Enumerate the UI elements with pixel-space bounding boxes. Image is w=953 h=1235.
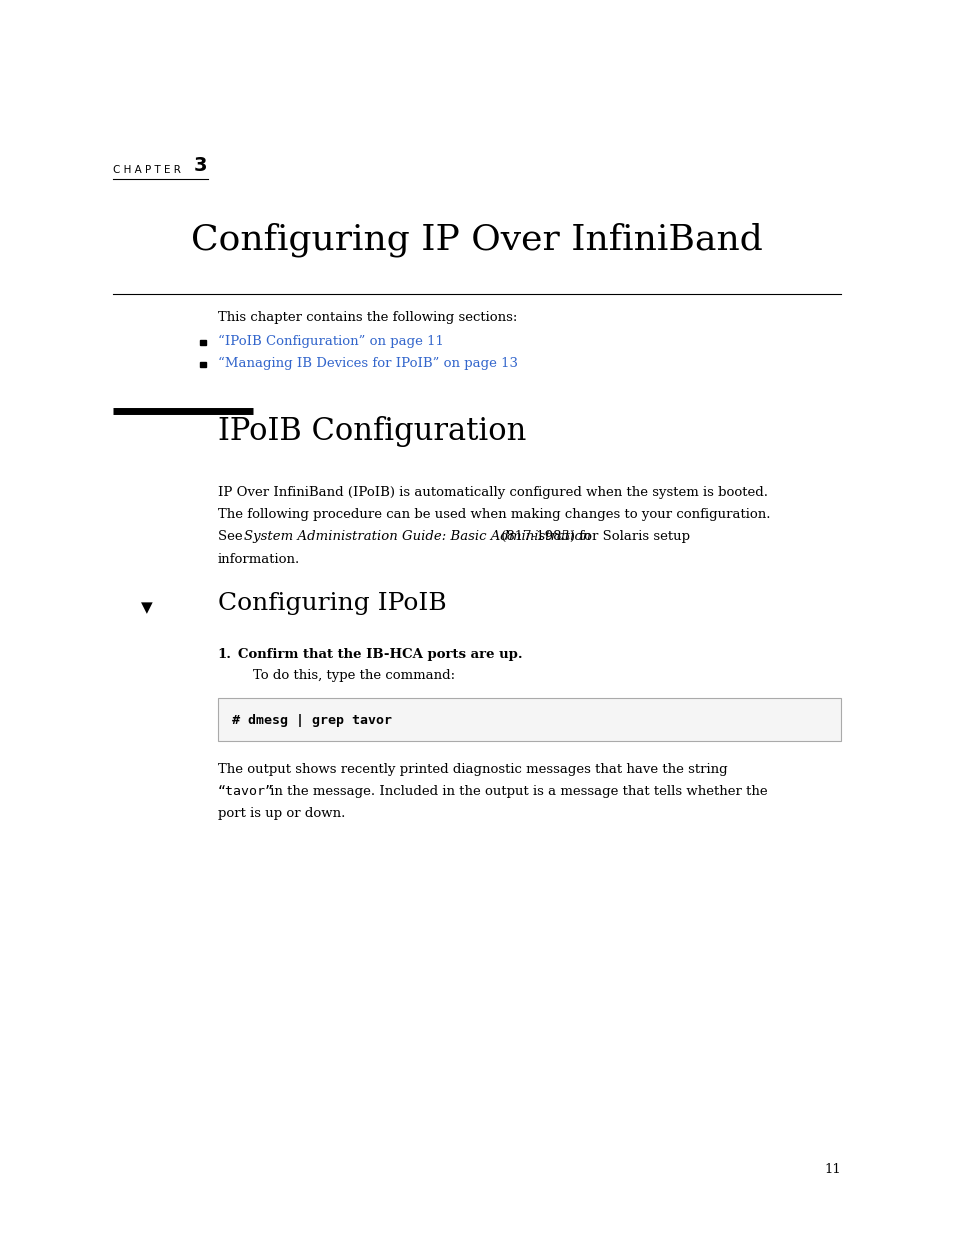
Text: Configuring IPoIB: Configuring IPoIB <box>217 592 446 615</box>
Text: This chapter contains the following sections:: This chapter contains the following sect… <box>217 310 517 324</box>
Text: 1.: 1. <box>217 647 232 661</box>
Text: # dmesg | grep tavor: # dmesg | grep tavor <box>232 714 392 727</box>
Text: IP Over InfiniBand (IPoIB) is automatically configured when the system is booted: IP Over InfiniBand (IPoIB) is automatica… <box>217 485 767 499</box>
Text: The following procedure can be used when making changes to your configuration.: The following procedure can be used when… <box>217 508 769 521</box>
Bar <box>200 362 206 367</box>
Text: 11: 11 <box>823 1162 841 1176</box>
Text: in the message. Included in the output is a message that tells whether the: in the message. Included in the output i… <box>266 784 767 798</box>
FancyBboxPatch shape <box>217 698 841 741</box>
Text: To do this, type the command:: To do this, type the command: <box>253 668 455 682</box>
Text: (817-1985) for Solaris setup: (817-1985) for Solaris setup <box>497 530 689 543</box>
Text: “tavor”: “tavor” <box>217 784 274 798</box>
Text: “Managing IB Devices for IPoIB” on page 13: “Managing IB Devices for IPoIB” on page … <box>217 357 517 370</box>
Text: IPoIB Configuration: IPoIB Configuration <box>217 416 525 447</box>
Text: information.: information. <box>217 552 299 566</box>
Text: See: See <box>217 530 246 543</box>
Text: Configuring IP Over InfiniBand: Configuring IP Over InfiniBand <box>191 222 762 257</box>
Text: ▼: ▼ <box>141 600 152 615</box>
Text: “IPoIB Configuration” on page 11: “IPoIB Configuration” on page 11 <box>217 335 443 348</box>
Text: System Administration Guide: Basic Administration: System Administration Guide: Basic Admin… <box>244 530 591 543</box>
Text: The output shows recently printed diagnostic messages that have the string: The output shows recently printed diagno… <box>217 762 726 776</box>
Bar <box>200 340 206 345</box>
Text: C H A P T E R: C H A P T E R <box>112 165 180 175</box>
Text: 3: 3 <box>193 157 207 175</box>
Text: Confirm that the IB-HCA ports are up.: Confirm that the IB-HCA ports are up. <box>238 647 522 661</box>
Text: port is up or down.: port is up or down. <box>217 806 345 820</box>
